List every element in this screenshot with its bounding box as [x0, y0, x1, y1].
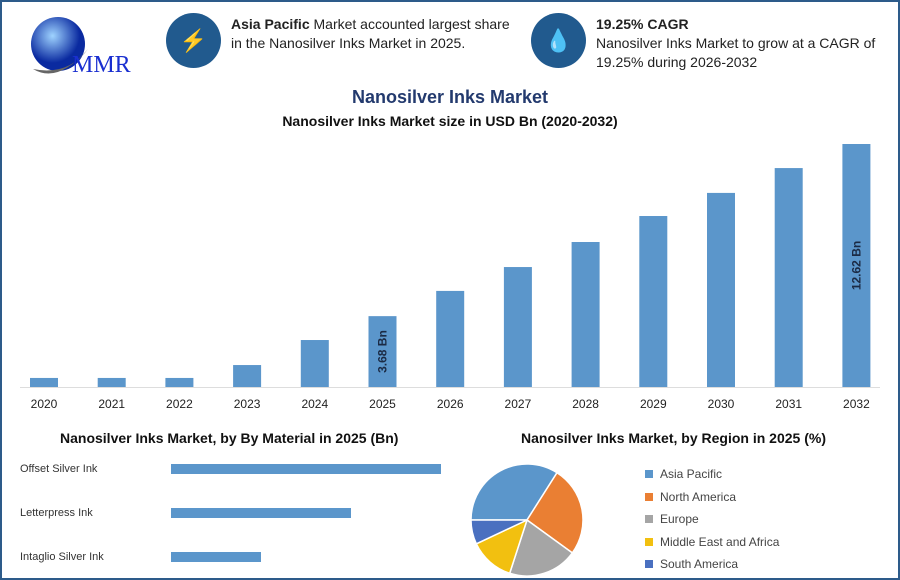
bar-2023: [233, 365, 262, 387]
x-tick-label: 2028: [572, 397, 599, 411]
x-tick-label: 2020: [31, 397, 58, 411]
material-bar: [171, 464, 441, 474]
lightning-icon: ⚡: [166, 13, 221, 68]
pie-slice-europe: [508, 518, 574, 577]
x-tick-label: 2031: [775, 397, 802, 411]
info-bold: 19.25% CAGR: [596, 16, 689, 32]
bar-2027: [503, 267, 532, 387]
material-title: Nanosilver Inks Market, by By Material i…: [60, 430, 399, 446]
x-tick-label: 2030: [708, 397, 735, 411]
info-text: Market accounted largest share in the Na…: [231, 16, 510, 51]
bar-2025: [368, 316, 397, 387]
bar-2031: [774, 168, 803, 387]
bar-2021: [97, 377, 126, 387]
material-label: Letterpress Ink: [20, 507, 93, 519]
chart-title: Nanosilver Inks Market: [351, 87, 549, 107]
bar-2030: [707, 192, 735, 387]
legend-item: Asia Pacific: [645, 467, 722, 481]
chart-subtitle: Nanosilver Inks Market size in USD Bn (2…: [282, 113, 618, 129]
info-text: Nanosilver Inks Market to grow at a CAGR…: [596, 35, 876, 70]
mmr-logo: MMR: [31, 17, 131, 78]
x-tick-label: 2027: [505, 397, 532, 411]
x-tick-label: 2023: [234, 397, 261, 411]
bar-2020: [30, 377, 58, 387]
info-cagr: 💧 19.25% CAGR Nanosilver Inks Market to g…: [531, 13, 891, 72]
x-tick-label: 2025: [369, 397, 396, 411]
bar-2029: [639, 216, 668, 387]
info-region: ⚡ Asia Pacific Market accounted largest …: [166, 13, 516, 68]
svg-text:MMR: MMR: [72, 52, 131, 78]
bar-2022: [165, 377, 194, 387]
data-label: 3.68 Bn: [376, 330, 390, 373]
x-tick-label: 2026: [437, 397, 464, 411]
x-tick-label: 2022: [166, 397, 193, 411]
legend-item: North America: [645, 490, 736, 504]
legend-item: Europe: [645, 512, 699, 526]
x-tick-label: 2029: [640, 397, 667, 411]
material-label: Intaglio Silver Ink: [20, 551, 104, 563]
pie-slice-south-america: [470, 519, 528, 545]
material-bar: [171, 508, 351, 518]
bar-2026: [436, 290, 465, 387]
drop-icon: 💧: [531, 13, 586, 68]
legend-item: Middle East and Africa: [645, 535, 779, 549]
material-label: Offset Silver Ink: [20, 463, 98, 475]
pie-slice-north-america: [525, 471, 584, 554]
bar-2024: [300, 340, 329, 387]
bar-2032: [842, 144, 871, 387]
legend-item: South America: [645, 557, 738, 571]
material-bar: [171, 552, 261, 562]
x-tick-label: 2021: [98, 397, 125, 411]
data-label: 12.62 Bn: [849, 241, 863, 290]
x-tick-label: 2032: [843, 397, 870, 411]
x-tick-label: 2024: [301, 397, 328, 411]
bar-2028: [571, 242, 600, 387]
region-title: Nanosilver Inks Market, by Region in 202…: [521, 430, 826, 446]
info-bold: Asia Pacific: [231, 16, 310, 32]
